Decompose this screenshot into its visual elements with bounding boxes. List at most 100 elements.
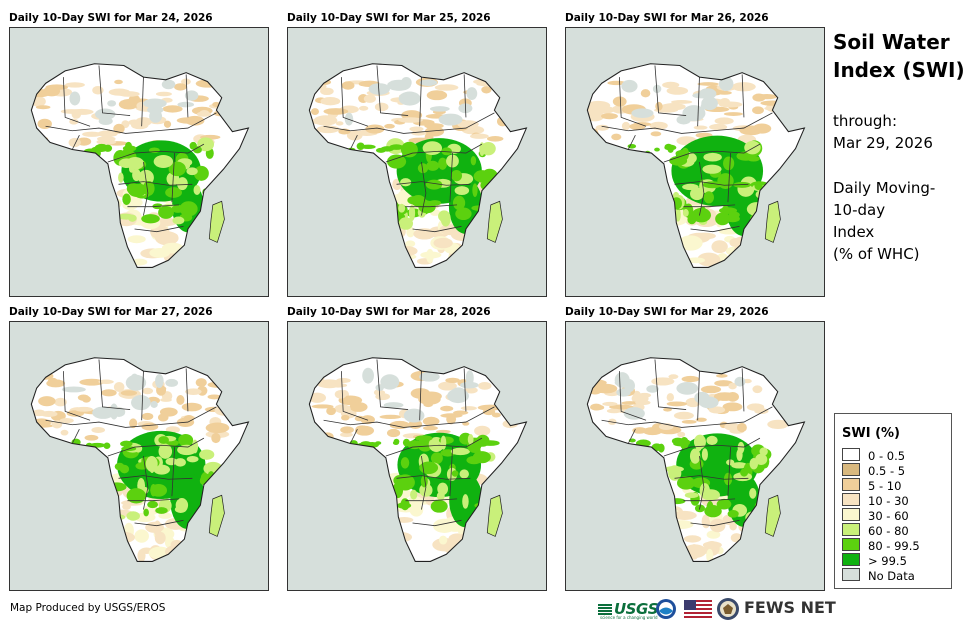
country-border — [463, 74, 467, 118]
swi-patch-moist — [454, 186, 470, 195]
swi-patch-dry — [491, 412, 501, 418]
swi-patch-dry — [320, 97, 341, 106]
swi-patch-dry — [181, 78, 191, 85]
swi-patch-dry — [81, 395, 91, 403]
country-border — [118, 475, 193, 480]
swi-patch-moist — [109, 514, 126, 521]
swi-patch-dry — [185, 388, 202, 396]
swi-patch-dry — [752, 106, 764, 115]
country-border — [627, 135, 636, 150]
swi-patch-moist — [731, 462, 748, 469]
usgs-wave-icon — [598, 604, 612, 615]
country-border — [107, 143, 205, 163]
swi-patch-dry — [497, 104, 520, 110]
swi-patch-moist — [408, 204, 416, 221]
swi-patch-dry — [709, 518, 726, 533]
swi-patch-moist — [430, 499, 448, 513]
swi-patch-moist — [189, 141, 197, 150]
swi-patch-dry — [74, 406, 93, 412]
map-panel-5: Daily 10-Day SWI for Mar 28, 2026 — [287, 304, 547, 591]
swi-patch-moist — [754, 181, 763, 191]
usgs-text: USGS — [614, 600, 659, 618]
africa-map-svg — [308, 357, 528, 562]
swi-patch-dry — [440, 405, 454, 412]
swi-patch-moist — [153, 155, 174, 168]
swi-patch-moist — [716, 498, 732, 510]
swi-patch-dry — [752, 254, 768, 265]
swi-patch-dry — [457, 120, 479, 129]
swi-patch-dry — [767, 419, 789, 429]
swi-patch-dry — [748, 248, 772, 260]
country-border — [421, 455, 427, 510]
swi-patch-moist — [473, 170, 491, 183]
swi-patch-dry — [186, 247, 210, 260]
swi-patch-dry — [160, 397, 172, 402]
swi-patch-dry — [395, 256, 404, 268]
swi-patch-dry — [107, 533, 126, 546]
swi-patch-dry — [363, 94, 376, 103]
country-border — [449, 153, 453, 203]
swi-patch-dry — [129, 418, 138, 429]
swi-patch-dry — [120, 390, 138, 396]
country-border — [141, 371, 144, 421]
swi-patch-dry — [96, 138, 117, 145]
continent-outline — [308, 63, 528, 268]
swi-patch-dry — [154, 531, 166, 545]
country-border — [171, 153, 175, 203]
swi-patch-moist — [419, 483, 433, 497]
legend-swatch — [842, 478, 860, 491]
africa-map-svg — [30, 63, 250, 268]
swi-patch-moist — [402, 438, 410, 447]
swi-patch-moist — [174, 505, 187, 513]
legend-label: No Data — [868, 569, 915, 583]
swi-patch-dry — [722, 402, 743, 412]
swi-patch-dry — [141, 422, 159, 431]
swi-patch-dry — [384, 123, 395, 129]
country-border — [697, 371, 700, 421]
swi-patch-moist — [749, 487, 757, 499]
africa-map — [565, 27, 825, 297]
swi-patch-nodata — [155, 374, 164, 389]
swi-patch-dry — [203, 247, 217, 262]
map-panel-4: Daily 10-Day SWI for Mar 27, 2026 — [9, 304, 269, 591]
swi-patch-dry — [201, 246, 214, 254]
swi-patch-moist — [451, 470, 459, 477]
swi-patch-dry — [91, 427, 106, 434]
through-label: through: — [833, 112, 897, 130]
swi-patch-moist — [178, 433, 194, 447]
swi-patch-moist — [695, 439, 703, 452]
swi-patch-moist — [410, 489, 418, 500]
swi-patch-dry — [774, 99, 798, 105]
swi-patch-moist — [691, 207, 711, 223]
country-border — [697, 77, 700, 127]
swi-patch-moist — [436, 491, 445, 501]
swi-patch-moist — [360, 144, 376, 150]
swi-patch-nodata — [419, 371, 440, 382]
swi-patch-dry — [670, 520, 694, 529]
swi-patch-dry — [187, 241, 204, 256]
swi-patch-moist — [417, 163, 429, 174]
swi-patch-moist — [400, 178, 412, 187]
swi-patch-dry — [65, 82, 85, 88]
swi-patch-dry — [663, 244, 686, 256]
swi-patch-dry — [606, 408, 622, 414]
swi-patch-dry — [207, 394, 222, 400]
swi-patch-moist — [723, 156, 735, 171]
madagascar — [764, 494, 781, 537]
swi-patch-dry — [360, 415, 375, 425]
swi-patch-dry — [469, 133, 489, 139]
legend-label: 0.5 - 5 — [868, 464, 906, 478]
swi-patch-moist — [142, 180, 155, 196]
swi-patch-dry — [738, 243, 760, 260]
swi-patch-dry — [739, 125, 763, 136]
swi-patch-moist — [740, 468, 749, 477]
country-border — [385, 143, 483, 163]
country-border — [107, 437, 205, 457]
swi-patch-dry — [54, 397, 67, 407]
swi-patch-dry — [666, 86, 689, 95]
swi-patch-moist — [165, 187, 182, 198]
swi-patch-moist — [699, 483, 710, 499]
swi-patch-nodata — [438, 113, 463, 126]
swi-patch-dry — [463, 244, 488, 256]
swi-patch-moist — [749, 457, 759, 470]
